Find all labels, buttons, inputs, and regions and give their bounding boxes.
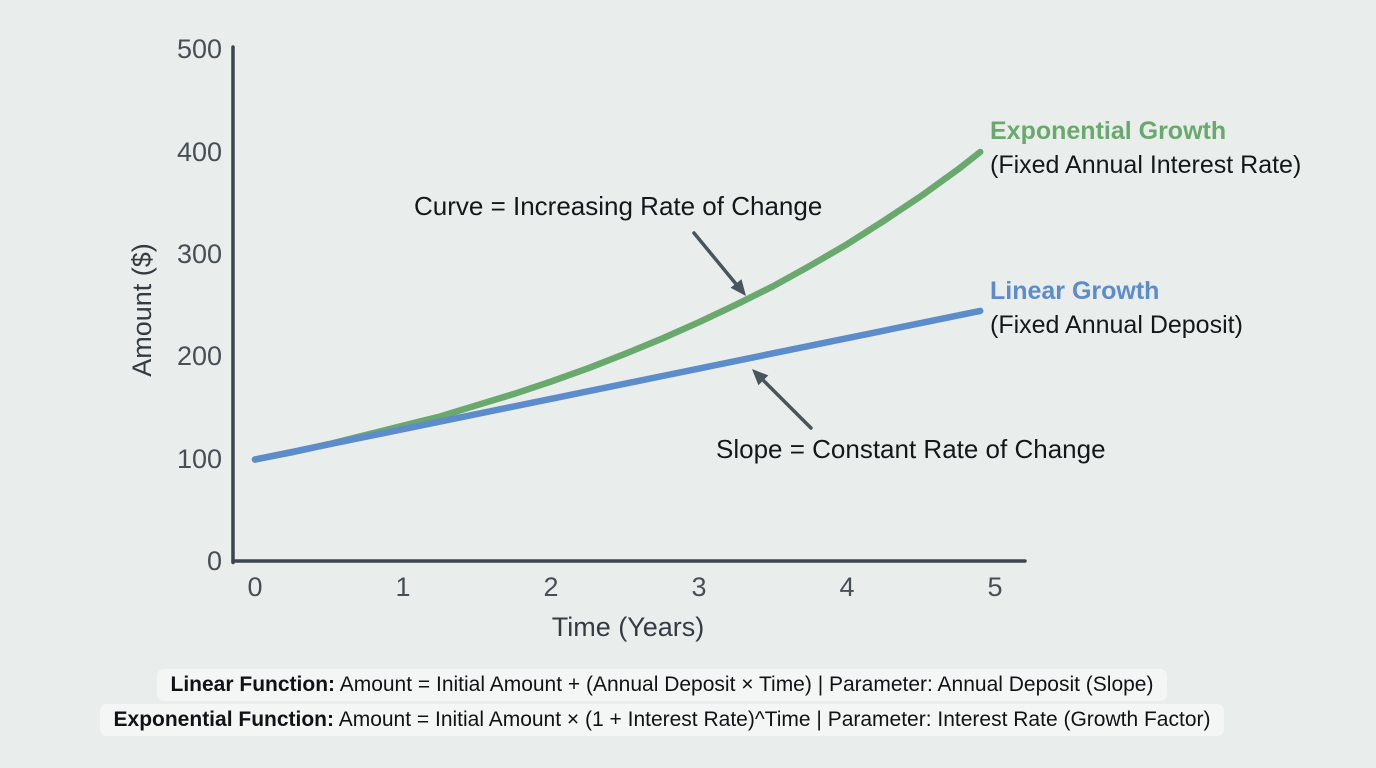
- slope-annotation-text: Slope = Constant Rate of Change: [716, 434, 1106, 464]
- legend-exponential: Exponential Growth (Fixed Annual Interes…: [990, 114, 1301, 182]
- y-axis-title: Amount ($): [127, 243, 157, 377]
- curve-arrow-shaft: [692, 231, 738, 286]
- legend-linear: Linear Growth (Fixed Annual Deposit): [990, 274, 1243, 342]
- slope-arrow-head: [752, 369, 769, 386]
- exponential-formula-label: Exponential Function:: [113, 708, 335, 731]
- y-tick-0: 0: [206, 546, 222, 576]
- y-tick-400: 400: [176, 137, 222, 167]
- legend-linear-subtitle: (Fixed Annual Deposit): [990, 311, 1243, 339]
- slope-annotation-arrow: [752, 369, 813, 430]
- y-tick-300: 300: [176, 239, 222, 269]
- series-line-linear: [251, 307, 984, 463]
- x-tick-4: 4: [839, 572, 855, 602]
- legend-exponential-title: Exponential Growth: [990, 117, 1227, 145]
- linear-formula-label: Linear Function:: [170, 673, 336, 696]
- legend-exponential-subtitle: (Fixed Annual Interest Rate): [990, 151, 1302, 179]
- curve-annotation-text: Curve = Increasing Rate of Change: [414, 191, 823, 221]
- exponential-formula: Exponential Function: Amount = Initial A…: [99, 704, 1225, 736]
- x-tick-0: 0: [247, 572, 263, 602]
- linear-formula-text: Amount = Initial Amount + (Annual Deposi…: [335, 673, 1154, 696]
- x-tick-2: 2: [543, 572, 559, 602]
- y-tick-500: 500: [176, 34, 222, 64]
- y-tick-100: 100: [176, 444, 222, 474]
- x-tick-5: 5: [987, 572, 1003, 602]
- y-tick-200: 200: [176, 341, 222, 371]
- legend-linear-title: Linear Growth: [990, 277, 1160, 305]
- x-axis-title: Time (Years): [551, 612, 705, 642]
- exponential-formula-text: Amount = Initial Amount × (1 + Interest …: [334, 708, 1211, 731]
- x-tick-3: 3: [691, 572, 707, 602]
- formula-strips: Linear Function: Amount = Initial Amount…: [0, 669, 1350, 736]
- curve-annotation-arrow: [692, 231, 746, 296]
- x-tick-1: 1: [395, 572, 411, 602]
- series-layer: [251, 148, 984, 463]
- slope-arrow-shaft: [761, 378, 813, 430]
- curve-arrow-head: [730, 279, 746, 296]
- linear-formula: Linear Function: Amount = Initial Amount…: [156, 669, 1168, 701]
